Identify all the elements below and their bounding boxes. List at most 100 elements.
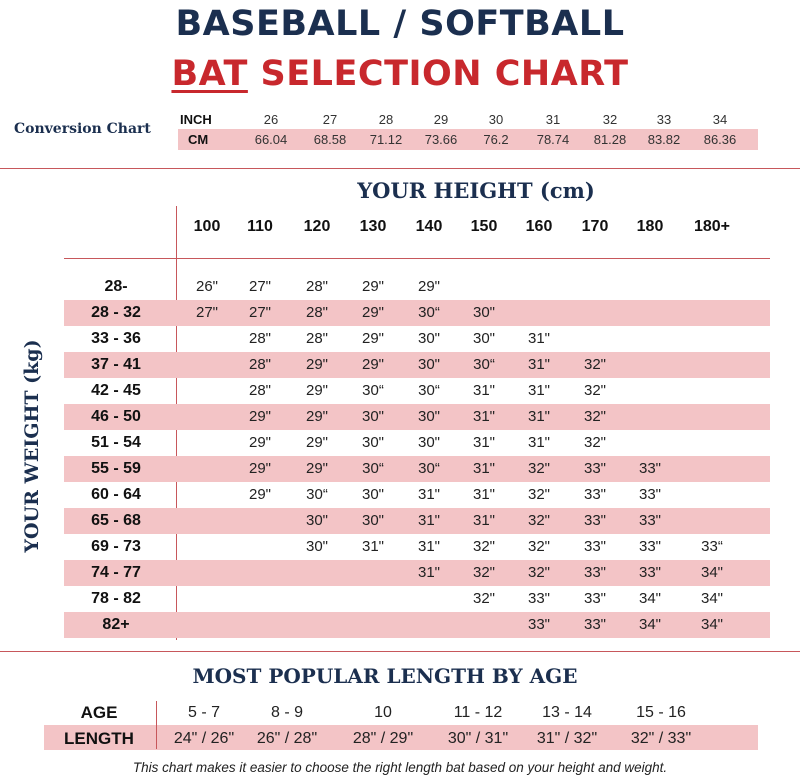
bat-length-cell: 31" bbox=[472, 434, 495, 451]
conversion-cm-cell: 66.04 bbox=[254, 132, 288, 147]
height-column-header: 150 bbox=[470, 218, 498, 235]
bat-length-cell: 31" bbox=[417, 564, 440, 581]
conversion-cm-cell: 73.66 bbox=[424, 132, 458, 147]
bat-length-cell: 33" bbox=[638, 486, 661, 503]
age-label: AGE bbox=[80, 703, 118, 722]
footer-note: This chart makes it easier to choose the… bbox=[132, 760, 668, 775]
bat-length-cell: 29" bbox=[248, 486, 271, 503]
bat-length-cell: 32" bbox=[472, 564, 495, 581]
bat-length-cell: 30" bbox=[417, 434, 440, 451]
bat-length-cell: 27" bbox=[195, 304, 218, 321]
bat-length-cell: 33“ bbox=[701, 538, 723, 555]
chart-header-rule bbox=[64, 258, 770, 259]
bat-length-cell: 30" bbox=[305, 512, 328, 529]
bat-length-cell: 27" bbox=[248, 278, 271, 295]
table-row-band bbox=[64, 456, 770, 482]
bat-length-cell: 29" bbox=[305, 434, 328, 451]
bat-length-cell: 32" bbox=[583, 434, 606, 451]
bat-length-cell: 30" bbox=[361, 512, 384, 529]
conversion-inch-cell: 29 bbox=[433, 112, 449, 127]
inch-label: INCH bbox=[180, 112, 212, 127]
bat-length-cell: 28" bbox=[305, 304, 328, 321]
bat-length-cell: 34" bbox=[700, 590, 723, 607]
bat-length-cell: 29" bbox=[361, 330, 384, 347]
bat-length-cell: 31" bbox=[527, 434, 550, 451]
bat-length-cell: 29" bbox=[248, 460, 271, 477]
divider-top bbox=[0, 168, 800, 169]
table-row-band bbox=[64, 508, 770, 534]
bat-length-cell: 33" bbox=[583, 590, 606, 607]
bat-length-cell: 33" bbox=[527, 616, 550, 633]
bat-length-cell: 32" bbox=[472, 538, 495, 555]
weight-range-label: 51 - 54 bbox=[91, 434, 141, 451]
bat-length-cell: 29" bbox=[248, 434, 271, 451]
bat-length-cell: 30" bbox=[417, 408, 440, 425]
conversion-cm-cell: 81.28 bbox=[593, 132, 627, 147]
weight-range-label: 28 - 32 bbox=[91, 304, 141, 321]
bat-length-cell: 30“ bbox=[418, 382, 440, 399]
conversion-inch-cell: 27 bbox=[322, 112, 338, 127]
weight-range-label: 42 - 45 bbox=[91, 382, 141, 399]
weight-range-label: 28- bbox=[104, 278, 128, 295]
bat-length-cell: 29" bbox=[361, 304, 384, 321]
bat-length-cell: 31" bbox=[527, 330, 550, 347]
height-axis-title: YOUR HEIGHT (cm) bbox=[357, 178, 595, 203]
table-row-band bbox=[64, 352, 770, 378]
age-range-cell: 15 - 16 bbox=[636, 704, 686, 721]
bat-length-cell: 32" bbox=[527, 512, 550, 529]
weight-range-label: 82+ bbox=[102, 616, 130, 633]
bat-length-cell: 30“ bbox=[306, 486, 328, 503]
conversion-cm-band bbox=[178, 129, 758, 150]
conversion-cm-cell: 71.12 bbox=[369, 132, 403, 147]
bat-length-cell: 29" bbox=[417, 278, 440, 295]
weight-range-label: 46 - 50 bbox=[91, 408, 141, 425]
height-column-header: 120 bbox=[303, 218, 331, 235]
conversion-cm-cell: 78.74 bbox=[536, 132, 570, 147]
height-column-header: 160 bbox=[525, 218, 553, 235]
bat-length-cell: 32" bbox=[583, 408, 606, 425]
bat-length-cell: 29" bbox=[305, 356, 328, 373]
conversion-inch-cell: 26 bbox=[263, 112, 279, 127]
cm-label: CM bbox=[188, 132, 209, 147]
weight-range-label: 78 - 82 bbox=[91, 590, 141, 607]
table-row-band bbox=[64, 300, 770, 326]
bat-length-cell: 31" bbox=[527, 382, 550, 399]
age-range-cell: 11 - 12 bbox=[453, 704, 503, 721]
divider-bottom bbox=[0, 651, 800, 652]
bat-length-cell: 33" bbox=[583, 616, 606, 633]
length-row-band bbox=[44, 725, 758, 750]
conversion-cm-cell: 83.82 bbox=[647, 132, 681, 147]
bat-length-cell: 27" bbox=[248, 304, 271, 321]
bat-length-cell: 31" bbox=[417, 538, 440, 555]
conversion-inch-cell: 28 bbox=[378, 112, 394, 127]
bat-length-cell: 32" bbox=[583, 356, 606, 373]
weight-range-label: 65 - 68 bbox=[91, 512, 141, 529]
length-cell: 30" / 31" bbox=[447, 730, 509, 747]
bat-length-cell: 33" bbox=[638, 538, 661, 555]
bat-length-cell: 30“ bbox=[473, 356, 495, 373]
bat-length-cell: 29" bbox=[361, 356, 384, 373]
conversion-inch-cell: 34 bbox=[712, 112, 728, 127]
age-range-cell: 8 - 9 bbox=[270, 704, 303, 721]
bat-length-cell: 32" bbox=[472, 590, 495, 607]
bat-length-cell: 33" bbox=[638, 564, 661, 581]
bat-length-cell: 32" bbox=[527, 460, 550, 477]
bat-length-cell: 33" bbox=[583, 486, 606, 503]
bat-length-cell: 34" bbox=[700, 616, 723, 633]
bat-length-cell: 30" bbox=[472, 330, 495, 347]
table-row-band bbox=[64, 612, 770, 638]
bat-length-cell: 28" bbox=[248, 330, 271, 347]
bat-length-cell: 31" bbox=[472, 382, 495, 399]
height-column-header: 130 bbox=[359, 218, 387, 235]
length-cell: 26" / 28" bbox=[256, 730, 318, 747]
bat-length-cell: 26" bbox=[195, 278, 218, 295]
bat-length-cell: 30" bbox=[361, 434, 384, 451]
bat-length-cell: 30" bbox=[305, 538, 328, 555]
bat-length-cell: 33" bbox=[527, 590, 550, 607]
bat-length-cell: 33" bbox=[583, 512, 606, 529]
bat-length-cell: 34" bbox=[638, 590, 661, 607]
bat-length-cell: 33" bbox=[583, 564, 606, 581]
bat-length-cell: 30" bbox=[417, 330, 440, 347]
bat-length-cell: 30“ bbox=[362, 382, 384, 399]
bat-length-cell: 31" bbox=[417, 486, 440, 503]
